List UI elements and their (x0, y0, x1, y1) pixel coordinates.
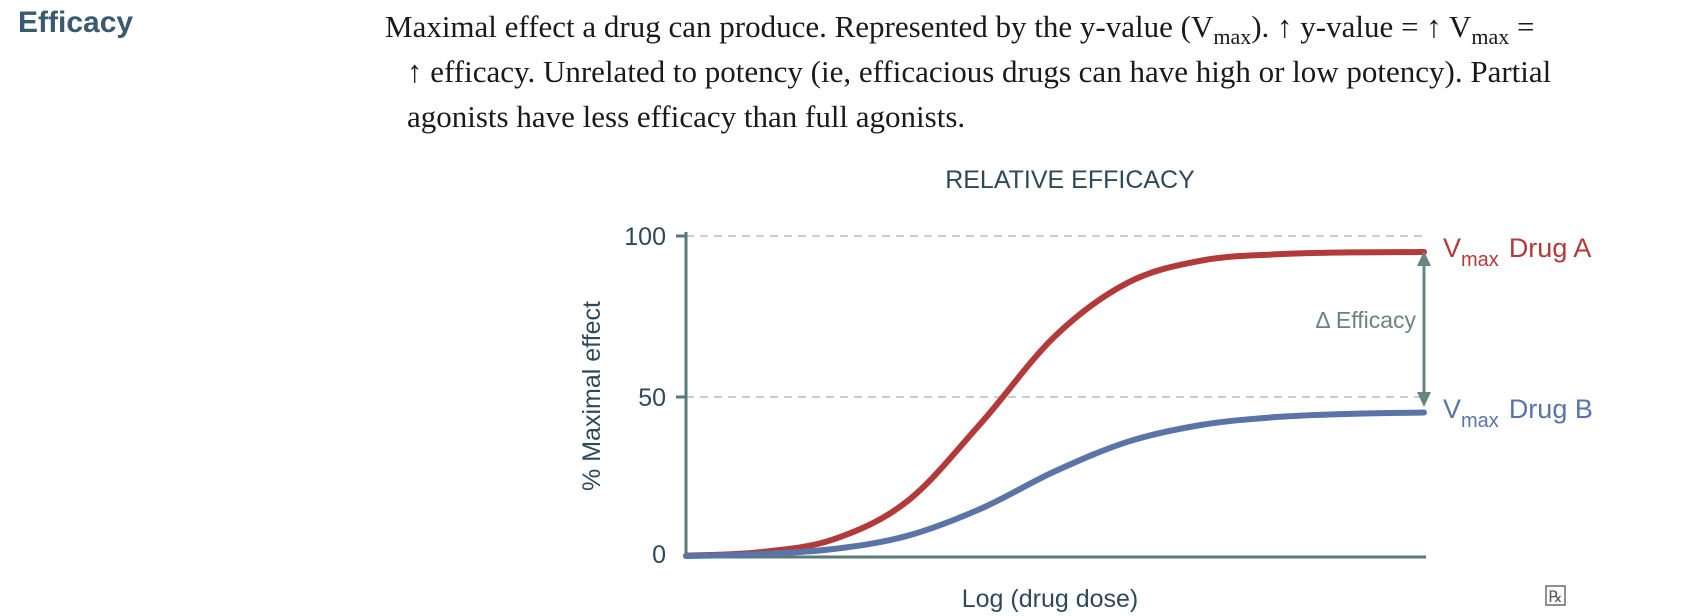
y-tick-label-0: 0 (652, 541, 666, 569)
section-heading: Efficacy (18, 6, 134, 39)
delta-efficacy-label: Δ Efficacy (1315, 307, 1416, 333)
description-line-2: ↑ efficacy. Unrelated to potency (ie, ef… (407, 54, 1552, 89)
vmax-drug-b-label: Vmax Drug B (1443, 394, 1593, 432)
y-tick-label-100: 100 (624, 223, 666, 251)
rx-logo-box (1545, 585, 1566, 606)
y-axis-label: % Maximal effect (578, 301, 606, 491)
series-layer (683, 249, 1427, 560)
rx-logo: ℞ (1548, 589, 1562, 606)
delta-efficacy-arrowhead-up (1417, 251, 1431, 266)
series-line-drug-a (683, 249, 1427, 559)
description-line-1: Maximal effect a drug can produce. Repre… (385, 9, 1535, 49)
x-axis-label: Log (drug dose) (962, 585, 1139, 613)
chart-title: RELATIVE EFFICACY (945, 166, 1195, 194)
series-line-drug-b (683, 409, 1427, 560)
description-text: Maximal effect a drug can produce. Repre… (385, 4, 1675, 139)
y-tick-label-50: 50 (638, 384, 666, 412)
delta-efficacy-arrowhead-down (1417, 392, 1431, 407)
vmax-drug-a-label: Vmax Drug A (1443, 233, 1591, 271)
description-line-3: agonists have less efficacy than full ag… (407, 99, 966, 134)
